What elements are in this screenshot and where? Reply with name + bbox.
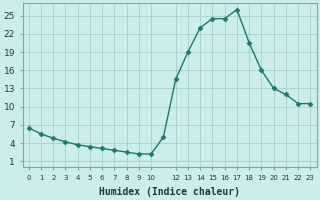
X-axis label: Humidex (Indice chaleur): Humidex (Indice chaleur) [99,186,240,197]
